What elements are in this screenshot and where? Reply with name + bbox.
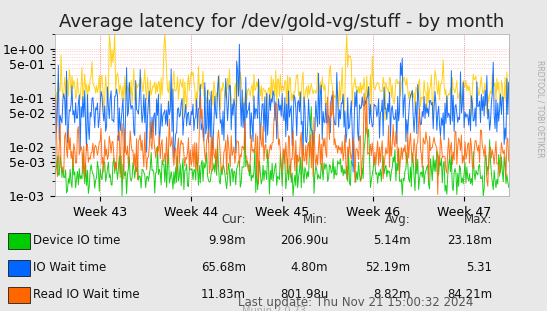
Text: 8.82m: 8.82m — [373, 288, 410, 301]
Text: 9.98m: 9.98m — [208, 234, 246, 247]
Text: 801.98u: 801.98u — [280, 288, 328, 301]
Text: Last update: Thu Nov 21 15:00:32 2024: Last update: Thu Nov 21 15:00:32 2024 — [238, 296, 473, 309]
Text: Max:: Max: — [464, 213, 492, 226]
Text: Cur:: Cur: — [222, 213, 246, 226]
Text: Avg:: Avg: — [385, 213, 410, 226]
Text: 4.80m: 4.80m — [290, 261, 328, 274]
Text: Min:: Min: — [303, 213, 328, 226]
Text: RRDTOOL / TOBI OETIKER: RRDTOOL / TOBI OETIKER — [536, 60, 544, 158]
Text: 5.31: 5.31 — [466, 261, 492, 274]
Text: 206.90u: 206.90u — [280, 234, 328, 247]
Bar — [8, 287, 30, 304]
Bar — [8, 260, 30, 276]
Title: Average latency for /dev/gold-vg/stuff - by month: Average latency for /dev/gold-vg/stuff -… — [59, 13, 504, 31]
Text: Munin 2.0.73: Munin 2.0.73 — [242, 306, 305, 311]
Text: 11.83m: 11.83m — [201, 288, 246, 301]
Text: IO Wait time: IO Wait time — [33, 261, 106, 274]
Text: 84.21m: 84.21m — [447, 288, 492, 301]
Text: 65.68m: 65.68m — [201, 261, 246, 274]
Text: Read IO Wait time: Read IO Wait time — [33, 288, 139, 301]
Text: 23.18m: 23.18m — [447, 234, 492, 247]
Bar — [8, 233, 30, 249]
Text: Device IO time: Device IO time — [33, 234, 120, 247]
Text: 52.19m: 52.19m — [365, 261, 410, 274]
Text: 5.14m: 5.14m — [373, 234, 410, 247]
